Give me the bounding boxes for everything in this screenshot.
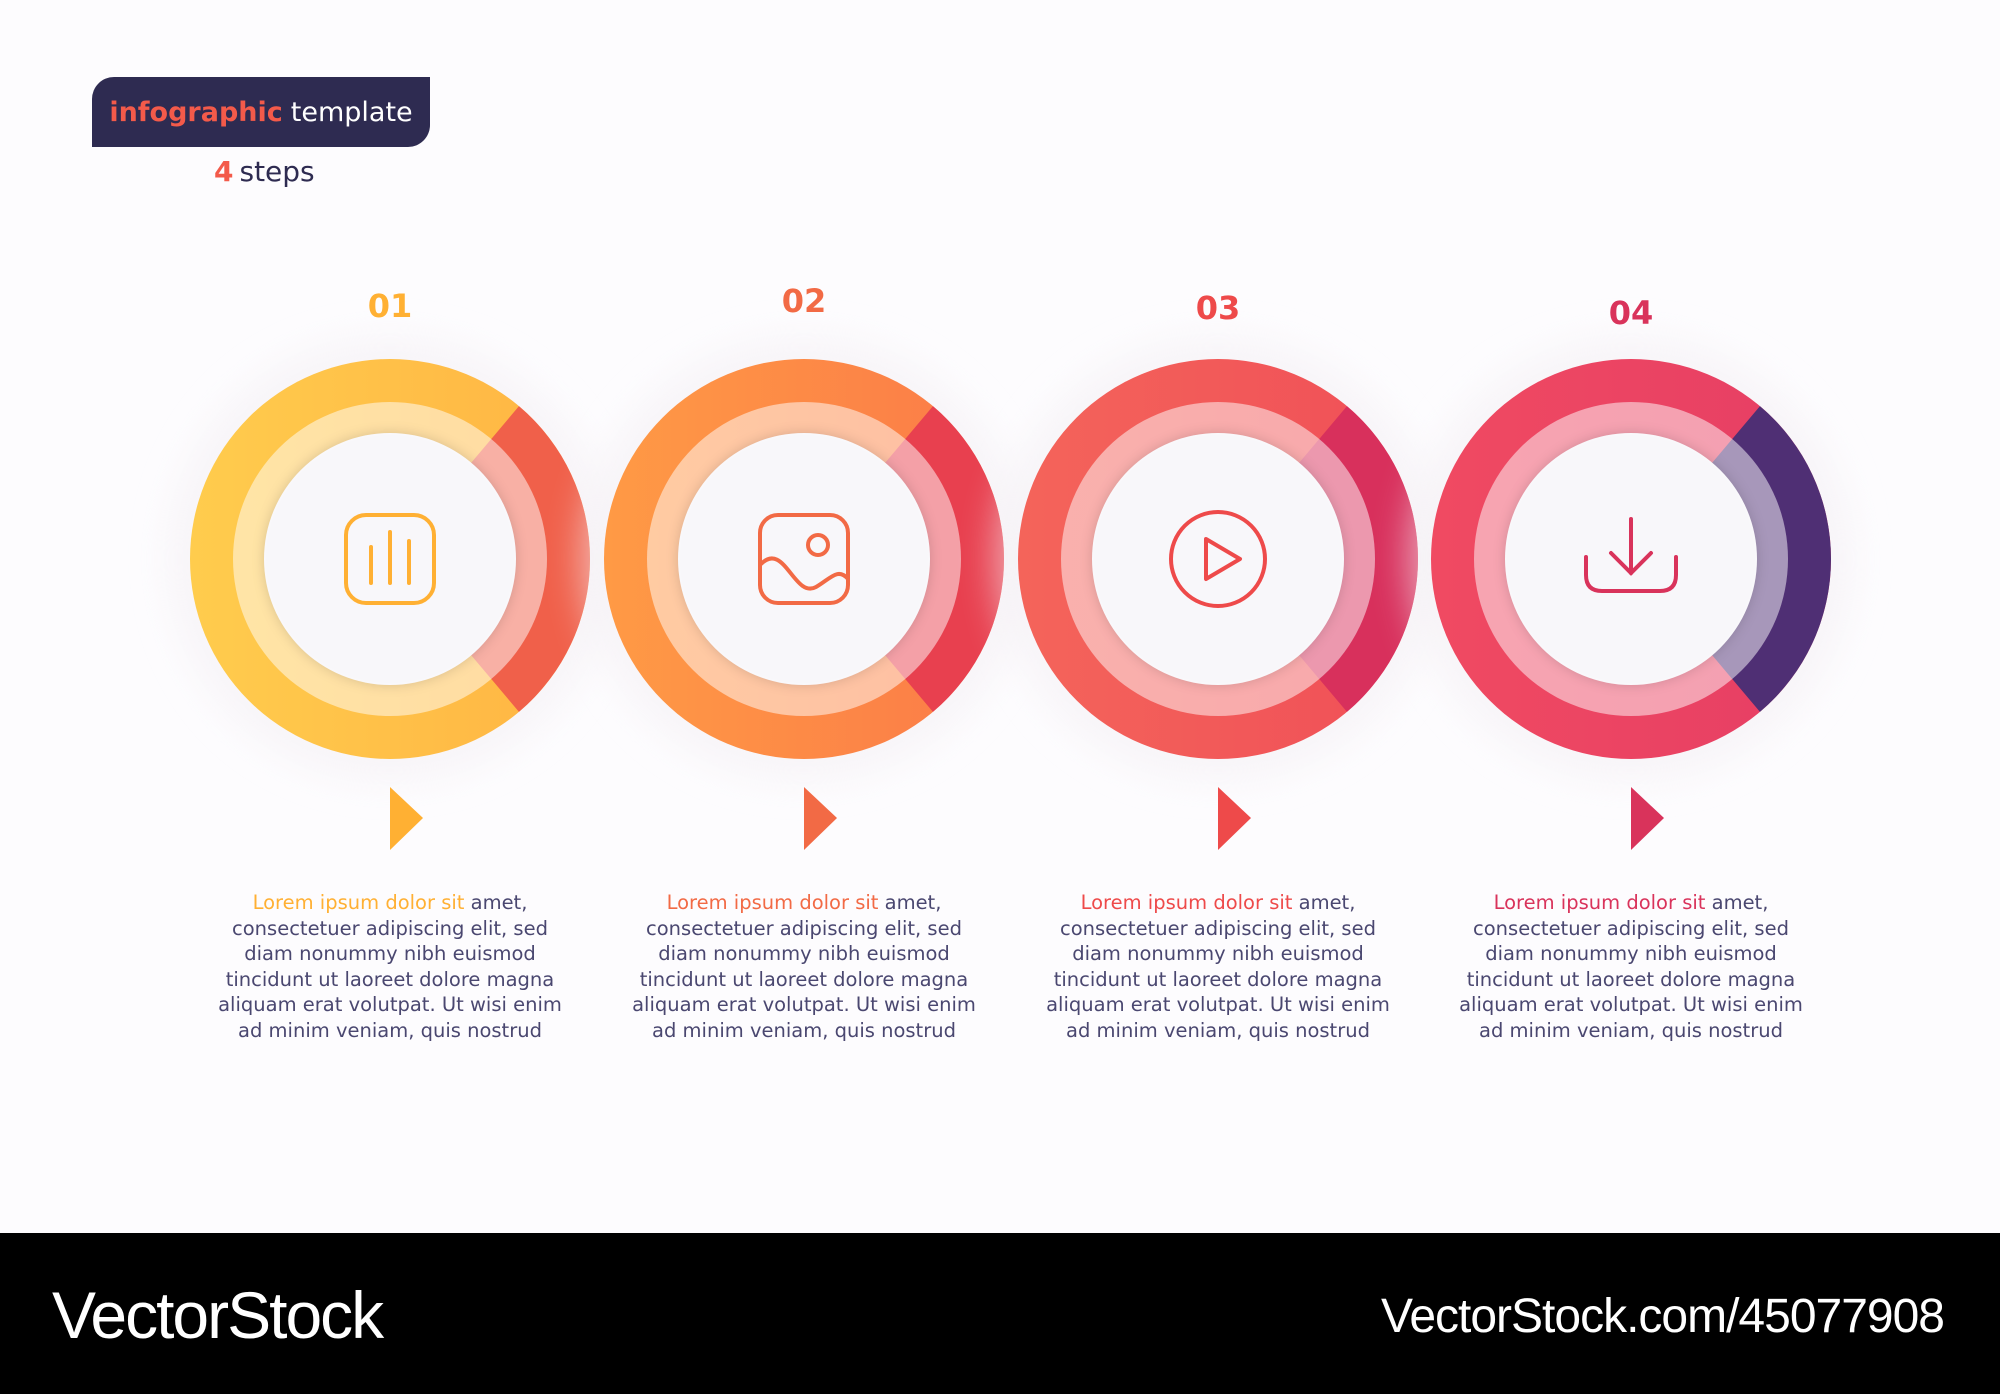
step-description: Lorem ipsum dolor sit amet, consectetuer … [1038, 890, 1398, 1043]
step-number: 03 [1195, 289, 1241, 327]
inner-disc-face [680, 435, 928, 683]
text-line: aliquam erat volutpat. Ut wisi enim [1046, 993, 1390, 1016]
footer-url: VectorStock.com/45077908 [1380, 1290, 1945, 1343]
text-line-rest: amet, [464, 891, 528, 914]
text-line: consectetuer adipiscing elit, sed [646, 916, 962, 940]
step-4-graphic [1409, 337, 1853, 850]
step-number: 02 [781, 282, 827, 320]
text-line: tincidunt ut laoreet dolore magna [1466, 967, 1796, 991]
text-highlight: Lorem ipsum dolor sit [666, 891, 879, 914]
text-line: aliquam erat volutpat. Ut wisi enim [1459, 993, 1803, 1016]
step-description: Lorem ipsum dolor sit amet, consectetuer … [624, 890, 984, 1043]
text-line: ad minim veniam, quis nostrud [652, 1018, 956, 1042]
title-rest: template [290, 96, 413, 128]
title-accent: infographic [109, 96, 283, 128]
image-icon [758, 513, 850, 605]
arrow-triangle-icon [1218, 787, 1251, 850]
text-line: tincidunt ut laoreet dolore magna [639, 967, 969, 991]
text-line-rest: amet, [1292, 891, 1356, 914]
inner-disc-face [1094, 435, 1342, 683]
text-line: Lorem ipsum dolor sit amet, [1038, 890, 1398, 916]
text-highlight: Lorem ipsum dolor sit [252, 891, 465, 914]
text-line: tincidunt ut laoreet dolore magna [225, 967, 555, 991]
text-line: ad minim veniam, quis nostrud [1066, 1018, 1370, 1042]
step-description: Lorem ipsum dolor sit amet, consectetuer … [210, 890, 570, 1043]
step-number: 01 [367, 287, 413, 325]
text-line: aliquam erat volutpat. Ut wisi enim [218, 993, 562, 1016]
download-icon [1584, 517, 1678, 593]
step-number: 04 [1608, 294, 1654, 332]
play-icon [1169, 510, 1267, 608]
text-line: diam nonummy nibh euismod [244, 942, 536, 965]
steps-label: 4 steps [214, 155, 315, 188]
text-highlight: Lorem ipsum dolor sit [1493, 891, 1706, 914]
text-line: consectetuer adipiscing elit, sed [1473, 916, 1789, 940]
text-line: ad minim veniam, quis nostrud [1479, 1018, 1783, 1042]
arrow-triangle-icon [390, 787, 423, 850]
title-badge: infographic template [92, 77, 430, 147]
text-line: Lorem ipsum dolor sit amet, [210, 890, 570, 916]
text-line: tincidunt ut laoreet dolore magna [1053, 967, 1383, 991]
arrow-triangle-icon [804, 787, 837, 850]
text-line: consectetuer adipiscing elit, sed [1060, 916, 1376, 940]
step-description: Lorem ipsum dolor sit amet, consectetuer … [1451, 890, 1811, 1043]
steps-word: steps [239, 155, 315, 188]
steps-diagram [168, 337, 1853, 850]
brand-logo: VectorStock [52, 1278, 384, 1352]
text-line: diam nonummy nibh euismod [1072, 942, 1364, 965]
text-highlight: Lorem ipsum dolor sit [1080, 891, 1293, 914]
steps-count: 4 [214, 155, 234, 188]
text-line: diam nonummy nibh euismod [1485, 942, 1777, 965]
text-line: Lorem ipsum dolor sit amet, [624, 890, 984, 916]
text-line: Lorem ipsum dolor sit amet, [1451, 890, 1811, 916]
bar-chart-icon [344, 513, 436, 605]
text-line-rest: amet, [878, 891, 942, 914]
text-line-rest: amet, [1705, 891, 1769, 914]
arrow-triangle-icon [1631, 787, 1664, 850]
step-2-graphic [582, 337, 1026, 850]
text-line: consectetuer adipiscing elit, sed [232, 916, 548, 940]
footer-bar: VectorStock VectorStock.com/45077908 [0, 1233, 2000, 1394]
step-1-graphic [168, 337, 612, 850]
step-3-graphic [996, 337, 1440, 850]
text-line: ad minim veniam, quis nostrud [238, 1018, 542, 1042]
text-line: diam nonummy nibh euismod [658, 942, 950, 965]
text-line: aliquam erat volutpat. Ut wisi enim [632, 993, 976, 1016]
